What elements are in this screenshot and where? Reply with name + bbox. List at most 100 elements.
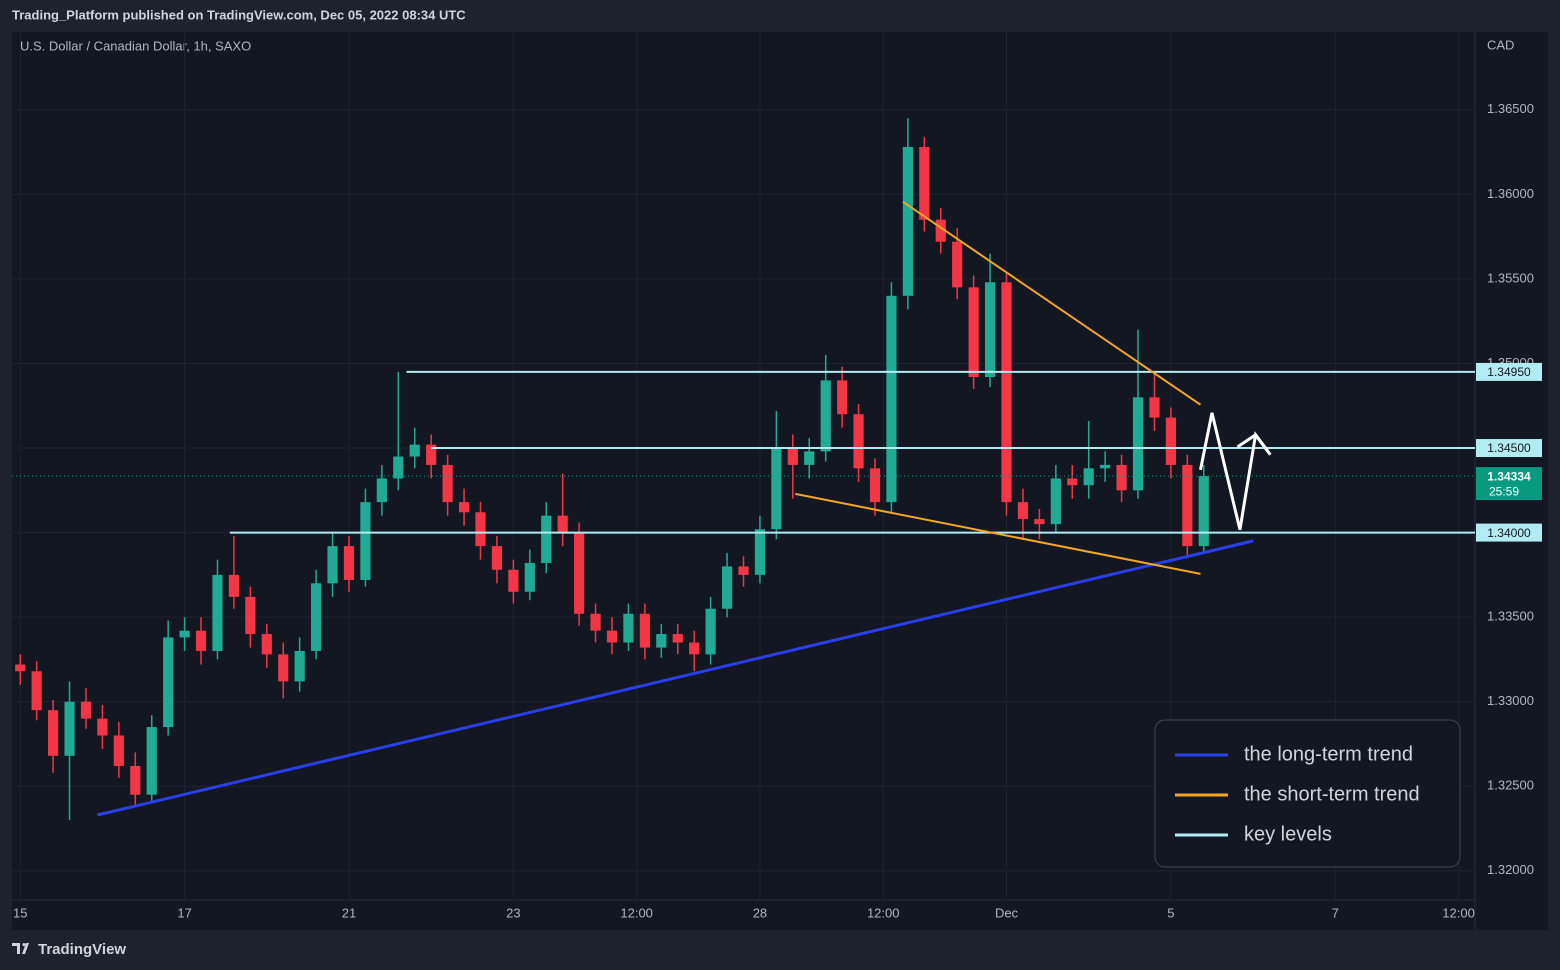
candle-body: [442, 464, 453, 503]
candle-body: [1149, 397, 1160, 418]
legend-box: [1154, 719, 1461, 868]
candle-body: [574, 532, 585, 614]
candle-body: [47, 710, 59, 756]
symbol-title: U.S. Dollar / Canadian Dollar, 1h, SAXO: [20, 38, 251, 53]
legend-label: the short-term trend: [1244, 783, 1420, 805]
candle-body: [343, 546, 355, 580]
x-tick-label: 15: [13, 905, 27, 920]
legend: the long-term trend the short-term trend k…: [1154, 719, 1461, 868]
candle-body: [458, 502, 470, 513]
candle-body: [787, 448, 798, 465]
key-level-label: 1.34500: [1487, 441, 1531, 455]
brand: TradingView: [38, 941, 126, 958]
key-level-tag: [1476, 439, 1542, 458]
candle-body: [1198, 476, 1209, 547]
trend-line: [97, 539, 1254, 817]
candle-body: [1017, 502, 1029, 520]
x-tick-label: 23: [506, 905, 520, 920]
candle-body: [820, 380, 831, 452]
candle-body: [1182, 464, 1193, 547]
x-tick-label: 28: [753, 905, 767, 920]
candle-body: [261, 634, 272, 655]
candle-body: [541, 515, 552, 564]
candle-body: [639, 613, 650, 648]
candle-body: [935, 219, 946, 242]
candle-body: [212, 574, 223, 651]
candle-body: [853, 414, 864, 469]
countdown: 25:59: [1489, 484, 1519, 498]
candle-body: [672, 634, 683, 643]
candle-body: [113, 735, 124, 766]
candle-body: [97, 718, 108, 736]
x-tick-label: 5: [1167, 905, 1174, 920]
candle-body: [31, 671, 42, 711]
key-level-label: 1.34000: [1487, 526, 1531, 540]
candle-body: [721, 566, 733, 609]
candle-body: [80, 701, 92, 719]
y-tick-label: 1.32000: [1487, 862, 1534, 877]
candle-body: [919, 146, 930, 220]
candle-body: [1083, 468, 1094, 486]
y-tick-label: 1.36000: [1487, 186, 1534, 201]
candle-body: [1067, 478, 1078, 486]
candle-body: [1132, 397, 1144, 491]
last-price-tag: [1476, 467, 1542, 501]
candle-body: [689, 642, 700, 655]
candle-body: [771, 448, 782, 530]
candle-body: [1034, 519, 1045, 525]
x-tick-label: 7: [1332, 905, 1339, 920]
candle-body: [869, 468, 881, 503]
key-level-tag: [1476, 362, 1542, 381]
candle-body: [1001, 282, 1012, 503]
x-tick-label: 12:00: [867, 905, 900, 920]
plot: [12, 118, 1475, 821]
candle-body: [804, 451, 815, 465]
header: Trading_Platform published on TradingVie…: [12, 7, 466, 22]
y-tick-label: 1.35500: [1487, 270, 1534, 285]
y-tick-label: 1.33500: [1487, 609, 1534, 624]
candle-body: [984, 282, 996, 377]
x-tick-label: 12:00: [1442, 905, 1475, 920]
trend-line: [795, 492, 1201, 575]
candle-body: [15, 664, 26, 672]
candle-body: [179, 630, 190, 638]
trend-line: [902, 200, 1202, 406]
legend-label: key levels: [1244, 823, 1332, 845]
candle-body: [886, 295, 897, 503]
candle-body: [163, 637, 174, 728]
candle-body: [426, 444, 437, 465]
legend-label: the long-term trend: [1244, 743, 1413, 765]
candle-body: [360, 502, 371, 580]
y-tick-label: 1.33000: [1487, 693, 1534, 708]
candle-body: [1100, 464, 1111, 469]
y-tick-label: 1.32500: [1487, 778, 1534, 793]
candle-body: [623, 613, 634, 643]
axes: 1.32000 1.32500 1.33000 1.33500 1.34000 1.345…: [13, 101, 1542, 920]
candle-body: [228, 574, 240, 597]
x-tick-label: 21: [342, 905, 356, 920]
y-tick-label: 1.36500: [1487, 101, 1534, 116]
candle-body: [738, 566, 749, 575]
candle-body: [705, 608, 716, 655]
candle-body: [491, 546, 503, 570]
last-price-label: 1.34334: [1487, 469, 1531, 483]
candle-body: [1165, 417, 1176, 465]
candle-body: [557, 515, 568, 533]
candle-body: [311, 583, 322, 651]
candle-body: [195, 630, 207, 651]
candle-body: [606, 630, 618, 643]
x-tick-label: Dec: [995, 905, 1019, 920]
candle-body: [524, 563, 535, 592]
candle-body: [590, 613, 601, 631]
candle-body: [294, 650, 305, 682]
x-tick-label: 12:00: [620, 905, 653, 920]
projection-arrowhead: [1236, 432, 1269, 452]
candle-body: [64, 701, 75, 756]
key-level-tag: [1476, 523, 1542, 542]
candle-body: [656, 634, 667, 648]
candle-body: [1050, 478, 1061, 525]
candle-body: [902, 146, 913, 296]
candle-body: [952, 241, 963, 288]
